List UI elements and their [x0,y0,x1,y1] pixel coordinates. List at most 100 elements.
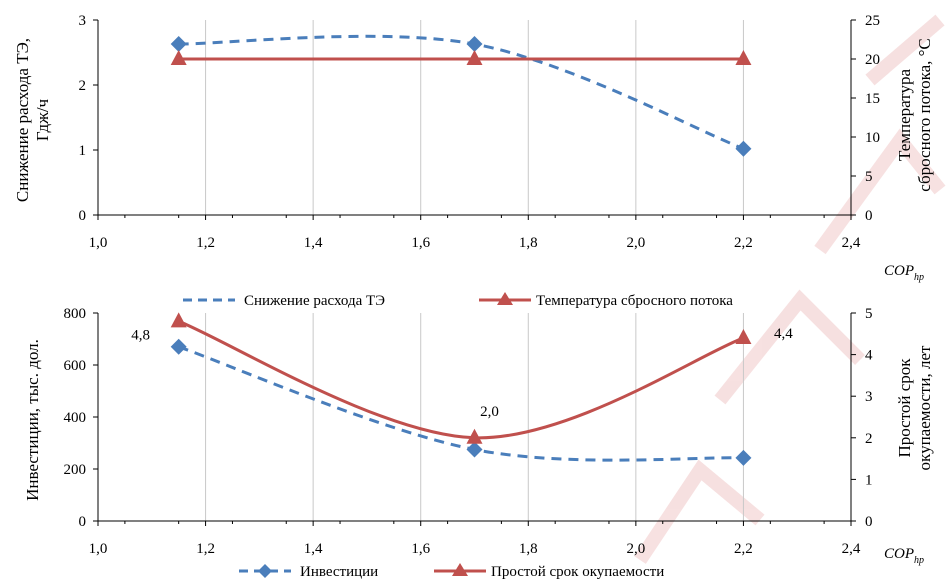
legend-marker-payback [452,563,468,576]
data-point-reduction [170,36,187,53]
watermark-stroke [814,128,946,255]
chart-bottom-x-axis-title-sub: hp [914,555,924,566]
chart-bottom-left-tick-label: 400 [64,410,87,426]
chart-bottom-x-tick-label: 1,6 [411,541,430,557]
chart-top-x-tick-label: 2,0 [626,235,645,251]
chart-bottom-left-tick-label: 600 [64,358,87,374]
chart-top-tick-marks [93,19,856,220]
chart-bottom-right-tick-label: 1 [865,472,873,488]
chart-bottom-x-tick-label: 2,4 [842,541,861,557]
chart-bottom-x-tick-label: 1,4 [304,541,323,557]
chart-top-x-axis-title-sub: hp [914,272,924,283]
chart-bottom-right-axis-title-line: Простой срок [895,358,914,458]
watermark-stroke [865,14,945,86]
data-point-investment [735,449,752,466]
legend-label-payback: Простой срок окупаемости [491,564,664,580]
chart-bottom-left-tick-labels: 0 200 400 600 800 [64,306,87,530]
chart-top: 1,0 1,2 1,4 1,6 1,8 2,0 2,2 2,4 0 1 2 3 … [13,13,934,309]
chart-top-series [170,34,752,157]
chart-top-left-tick-label: 3 [79,13,87,29]
chart-top-x-tick-label: 1,2 [196,235,215,251]
chart-bottom-data-labels: 4,8 2,0 4,4 [131,326,793,420]
chart-bottom-series [170,312,752,466]
chart-bottom-x-tick-label: 1,0 [89,541,108,557]
legend-label-reduction: Снижение расхода ТЭ [244,293,385,309]
data-point-temperature [170,50,187,65]
chart-bottom-x-tick-label: 1,2 [196,541,215,557]
chart-bottom-x-tick-labels: 1,0 1,2 1,4 1,6 1,8 2,0 2,2 2,4 [89,541,861,557]
chart-top-x-tick-labels: 1,0 1,2 1,4 1,6 1,8 2,0 2,2 2,4 [89,235,861,251]
data-point-temperature [735,50,752,65]
chart-top-left-tick-label: 2 [79,78,87,94]
chart-bottom-right-tick-label: 4 [865,348,873,364]
watermark [634,14,946,564]
data-point-temperature [466,50,483,65]
data-label-payback: 2,0 [480,404,499,420]
chart-top-right-axis-title-line: Температура [895,69,914,161]
chart-top-left-tick-labels: 0 1 2 3 [79,13,87,224]
chart-top-right-tick-label: 5 [865,169,873,185]
series-line-reduction [178,34,744,151]
chart-top-right-tick-label: 0 [865,208,873,224]
data-label-payback: 4,8 [131,327,150,343]
watermark-stroke [634,459,765,564]
chart-bottom-left-tick-label: 0 [79,514,87,530]
chart-top-x-axis-title: COPhp [884,263,924,283]
chart-top-x-axis-title-main: COP [884,263,914,279]
chart-bottom: 1,0 1,2 1,4 1,6 1,8 2,0 2,2 2,4 0 200 40… [23,306,934,580]
data-point-payback [735,328,752,344]
chart-top-legend: Снижение расхода ТЭ Температура сбросног… [183,292,733,309]
chart-bottom-right-axis-title-line: окупаемости, лет [915,345,934,470]
data-point-investment [170,338,187,355]
chart-top-plot-area [93,19,856,220]
watermark-stroke [714,289,865,405]
chart-bottom-left-axis-title-line: Инвестиции, тыс. дол. [23,339,42,501]
data-point-investment [466,441,483,458]
chart-bottom-right-tick-label: 2 [865,431,873,447]
chart-top-x-tick-label: 2,4 [842,235,861,251]
chart-bottom-left-axis-title: Инвестиции, тыс. дол. [23,339,42,501]
chart-bottom-x-tick-label: 1,8 [519,541,538,557]
chart-bottom-plot-area [93,312,856,526]
chart-top-x-tick-label: 1,8 [519,235,538,251]
chart-top-x-tick-label: 1,0 [89,235,108,251]
legend-marker-investment [258,564,272,578]
chart-top-left-tick-label: 1 [79,143,87,159]
chart-top-right-axis-title-line: сбросного потока, °С [915,38,934,192]
chart-top-right-tick-label: 20 [865,52,880,68]
chart-bottom-gridlines [205,313,744,521]
chart-top-x-axis-title-text: COPhp [884,263,924,283]
chart-top-left-axis-title-line: Гдж/ч [33,98,52,141]
data-point-payback [466,428,483,444]
chart-bottom-tick-marks [93,312,856,526]
chart-top-x-tick-label: 1,4 [304,235,323,251]
chart-bottom-x-axis-title-text: COPhp [884,546,924,566]
chart-top-right-axis-title: Температура сбросного потока, °С [895,38,934,192]
data-point-reduction [735,140,752,157]
chart-bottom-right-tick-label: 5 [865,306,873,322]
chart-top-gridlines [205,20,744,215]
chart-top-x-tick-label: 1,6 [411,235,430,251]
chart-top-left-axis-title-line: Снижение расхода ТЭ, [13,38,32,202]
chart-top-left-tick-label: 0 [79,208,87,224]
chart-bottom-legend: Инвестиции Простой срок окупаемости [239,563,664,580]
chart-bottom-right-tick-label: 3 [865,389,873,405]
chart-top-x-tick-label: 2,2 [734,235,753,251]
chart-top-right-tick-label: 25 [865,13,880,29]
legend-marker-temperature [497,292,513,305]
data-point-payback [170,312,187,328]
chart-bottom-x-tick-label: 2,0 [626,541,645,557]
chart-bottom-right-tick-labels: 0 1 2 3 4 5 [865,306,873,530]
chart-bottom-right-tick-label: 0 [865,514,873,530]
chart-top-right-tick-label: 10 [865,130,880,146]
chart-bottom-left-tick-label: 800 [64,306,87,322]
chart-top-left-axis-title: Снижение расхода ТЭ, Гдж/ч [13,38,52,202]
legend-label-temperature: Температура сбросного потока [536,293,733,309]
chart-bottom-x-tick-label: 2,2 [734,541,753,557]
data-label-payback: 4,4 [774,326,793,342]
chart-bottom-left-tick-label: 200 [64,462,87,478]
chart-bottom-x-axis-title: COPhp [884,546,924,566]
chart-bottom-right-axis-title: Простой срок окупаемости, лет [895,345,934,470]
legend-label-investment: Инвестиции [300,564,378,580]
